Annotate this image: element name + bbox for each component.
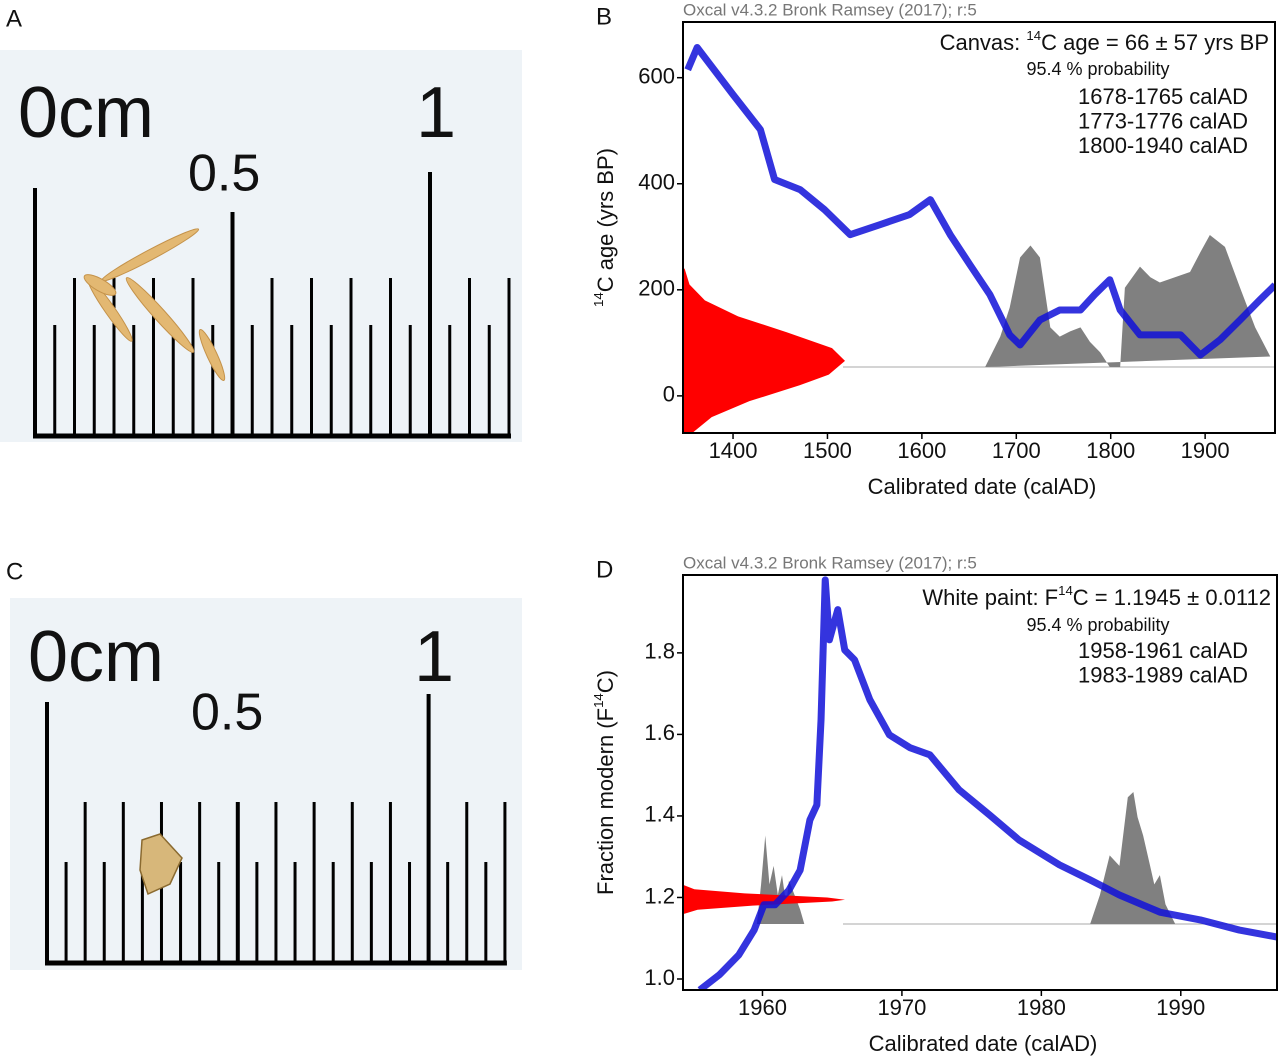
ruler-label: 0.5 (191, 684, 263, 742)
superscript: 14 (591, 693, 606, 708)
panel-label: D (596, 556, 613, 583)
x-tick-label: 1500 (803, 438, 852, 463)
text-part: C = 1.1945 ± 0.0112 (1073, 585, 1271, 610)
y-tick-label: 600 (638, 63, 675, 88)
range-label: 1678-1765 calAD (1078, 84, 1248, 109)
ruler-label: 0cm (18, 73, 154, 153)
ruler (45, 694, 507, 966)
fibers (83, 228, 226, 381)
y-axis-label: 14C age (yrs BP) (591, 148, 618, 307)
radiocarbon-probability (683, 268, 845, 433)
annotation: Canvas: 14C age = 66 ± 57 yrs BP (940, 28, 1269, 55)
text-part: C) (593, 670, 618, 693)
plot-area (683, 576, 1277, 990)
radiocarbon-probability (683, 885, 845, 914)
plot-frame (682, 574, 1278, 991)
calendar-probability (756, 792, 1176, 924)
photo-c (10, 598, 522, 970)
ruler-label: 1 (414, 617, 454, 697)
plot-area (683, 43, 1275, 433)
superscript: 14 (591, 292, 606, 307)
x-axis-label: Calibrated date (calAD) (868, 474, 1097, 499)
x-tick-label: 1980 (1017, 995, 1066, 1020)
x-tick-label: 1800 (1086, 438, 1135, 463)
plot-frame (682, 21, 1276, 434)
text-part: C age = 66 ± 57 yrs BP (1041, 30, 1269, 55)
panel-label: A (6, 5, 22, 32)
text-part: White paint: F (922, 585, 1058, 610)
panel-label: B (596, 3, 612, 30)
y-tick-label: 400 (638, 170, 675, 195)
x-axis-label: Calibrated date (calAD) (869, 1031, 1098, 1056)
y-tick-label: 1.8 (644, 639, 675, 664)
y-tick-label: 1.6 (644, 720, 675, 745)
superscript: 14 (1026, 28, 1041, 43)
y-tick-label: 1.2 (644, 883, 675, 908)
x-tick-label: 1990 (1156, 995, 1205, 1020)
superscript: 14 (1058, 583, 1073, 598)
ruler (33, 172, 511, 439)
range-label: 1800-1940 calAD (1078, 133, 1248, 158)
chart-header: Oxcal v4.3.2 Bronk Ramsey (2017); r:5 (683, 553, 977, 572)
y-axis-label: Fraction modern (F14C) (591, 670, 618, 895)
photo-background (10, 598, 522, 970)
panel-label: C (6, 558, 23, 585)
range-label: 1983-1989 calAD (1078, 662, 1248, 687)
range-label: 1773-1776 calAD (1078, 108, 1248, 133)
y-tick-label: 0 (663, 382, 675, 407)
annotation: White paint: F14C = 1.1945 ± 0.0112 (922, 583, 1271, 610)
x-tick-label: 1960 (738, 995, 787, 1020)
text-part: Canvas: (940, 30, 1027, 55)
y-tick-label: 1.4 (644, 802, 675, 827)
range-label: 1958-1961 calAD (1078, 638, 1248, 663)
x-tick-label: 1900 (1181, 438, 1230, 463)
chart-header: Oxcal v4.3.2 Bronk Ramsey (2017); r:5 (683, 0, 977, 19)
y-tick-label: 200 (638, 276, 675, 301)
ruler-label: 0cm (28, 617, 164, 697)
ruler-label: 0.5 (188, 145, 260, 203)
ruler-label: 1 (416, 73, 456, 153)
photo-background (0, 50, 522, 442)
photo-a (0, 50, 522, 442)
probability-label: 95.4 % probability (1026, 59, 1169, 79)
probability-label: 95.4 % probability (1026, 615, 1169, 635)
x-tick-label: 1400 (709, 438, 758, 463)
x-tick-label: 1700 (992, 438, 1041, 463)
x-tick-label: 1600 (897, 438, 946, 463)
x-tick-label: 1970 (877, 995, 926, 1020)
calibration-curve (684, 43, 1275, 359)
text-part: Fraction modern (F (593, 708, 618, 895)
paint-fragment (139, 833, 183, 896)
text-part: C age (yrs BP) (593, 148, 618, 292)
calibration-curve (697, 576, 1277, 990)
y-tick-label: 1.0 (644, 965, 675, 990)
calendar-probability (985, 235, 1271, 367)
